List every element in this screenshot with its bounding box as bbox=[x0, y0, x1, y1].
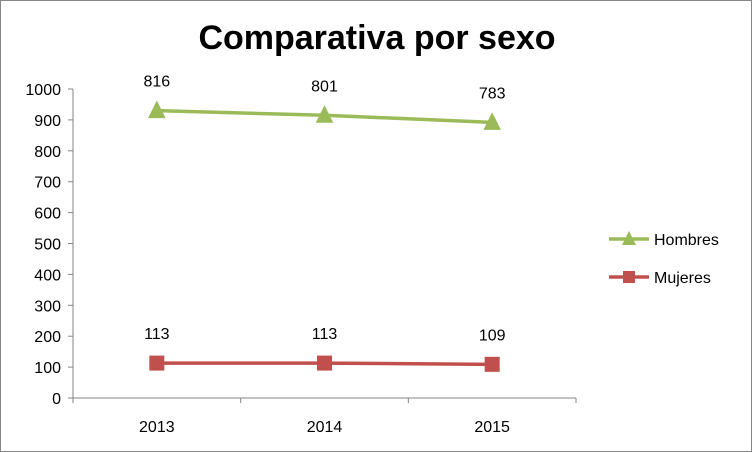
y-tick-label: 500 bbox=[34, 237, 61, 254]
legend-marker bbox=[622, 231, 636, 245]
y-tick-label: 1000 bbox=[25, 82, 61, 99]
y-tick-label: 300 bbox=[34, 298, 61, 315]
x-tick-label: 2014 bbox=[307, 419, 343, 436]
data-label: 113 bbox=[312, 326, 338, 343]
y-tick-label: 700 bbox=[34, 175, 61, 192]
data-point-marker bbox=[483, 112, 501, 130]
legend-marker bbox=[623, 271, 635, 283]
y-tick-label: 100 bbox=[34, 360, 61, 377]
y-tick-label: 200 bbox=[34, 329, 61, 346]
data-label: 783 bbox=[479, 85, 506, 102]
data-point-marker bbox=[317, 355, 332, 371]
data-label: 109 bbox=[479, 327, 506, 344]
y-tick-label: 900 bbox=[34, 113, 61, 130]
x-tick-label: 2013 bbox=[139, 419, 175, 436]
data-point-marker bbox=[149, 355, 165, 371]
y-tick-label: 400 bbox=[34, 267, 61, 284]
data-point-marker bbox=[484, 356, 500, 372]
legend-label: Mujeres bbox=[654, 270, 711, 287]
data-point-marker bbox=[148, 100, 166, 119]
data-point-marker bbox=[315, 105, 334, 123]
x-tick-label: 2015 bbox=[474, 419, 510, 436]
y-tick-label: 0 bbox=[52, 391, 61, 408]
chart-title: Comparativa por sexo bbox=[198, 19, 556, 57]
y-tick-label: 600 bbox=[34, 206, 61, 223]
y-tick-label: 800 bbox=[34, 144, 61, 161]
data-label: 816 bbox=[143, 74, 170, 91]
data-label: 113 bbox=[144, 326, 170, 343]
legend-label: Hombres bbox=[654, 232, 719, 249]
data-label: 801 bbox=[311, 78, 338, 95]
